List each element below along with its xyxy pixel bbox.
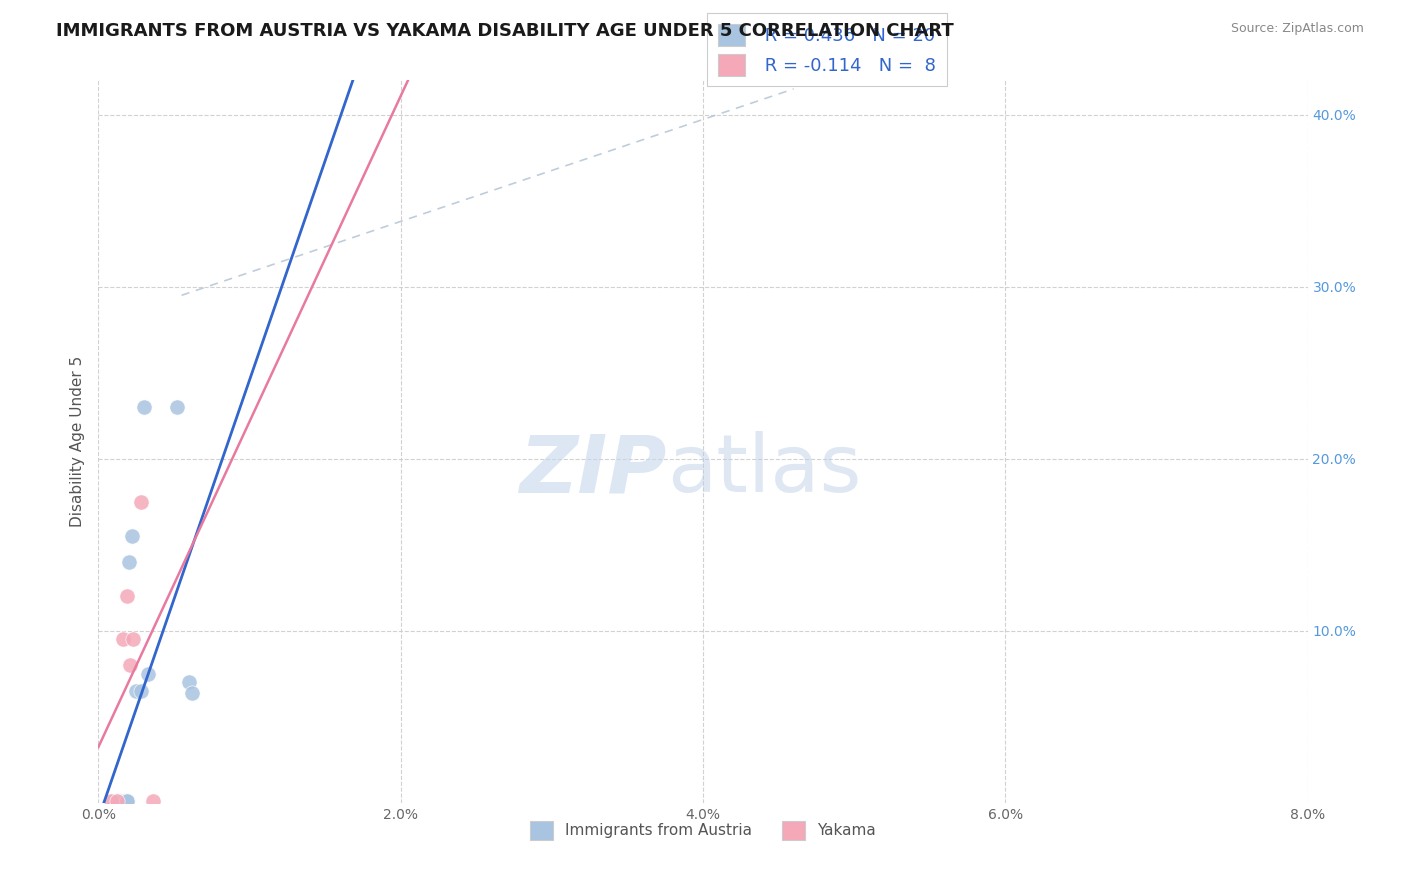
Point <box>115 794 138 808</box>
Y-axis label: Disability Age Under 5: Disability Age Under 5 <box>69 356 84 527</box>
Point <box>111 794 134 808</box>
Point <box>122 632 145 647</box>
Legend: Immigrants from Austria, Yakama: Immigrants from Austria, Yakama <box>523 815 883 846</box>
Point <box>136 666 159 681</box>
Point <box>125 684 148 698</box>
Point <box>100 794 122 808</box>
Point <box>120 658 142 673</box>
Text: IMMIGRANTS FROM AUSTRIA VS YAKAMA DISABILITY AGE UNDER 5 CORRELATION CHART: IMMIGRANTS FROM AUSTRIA VS YAKAMA DISABI… <box>56 22 955 40</box>
Point <box>108 794 131 808</box>
Point <box>110 794 132 808</box>
Text: atlas: atlas <box>666 432 860 509</box>
Text: Source: ZipAtlas.com: Source: ZipAtlas.com <box>1230 22 1364 36</box>
Point <box>115 590 138 604</box>
Point <box>142 794 165 808</box>
Point <box>166 400 188 414</box>
Point <box>132 400 155 414</box>
Point <box>121 529 143 543</box>
Point <box>114 794 136 808</box>
Point <box>129 684 152 698</box>
Point <box>103 794 125 808</box>
Point <box>105 794 128 808</box>
Point <box>105 794 128 808</box>
Text: ZIP: ZIP <box>519 432 666 509</box>
Point <box>112 794 135 808</box>
Point <box>181 686 204 700</box>
Point <box>114 794 136 808</box>
Point <box>129 494 152 508</box>
Point <box>110 794 132 808</box>
Point <box>115 794 138 808</box>
Point <box>118 555 141 569</box>
Point <box>179 675 201 690</box>
Point <box>111 632 134 647</box>
